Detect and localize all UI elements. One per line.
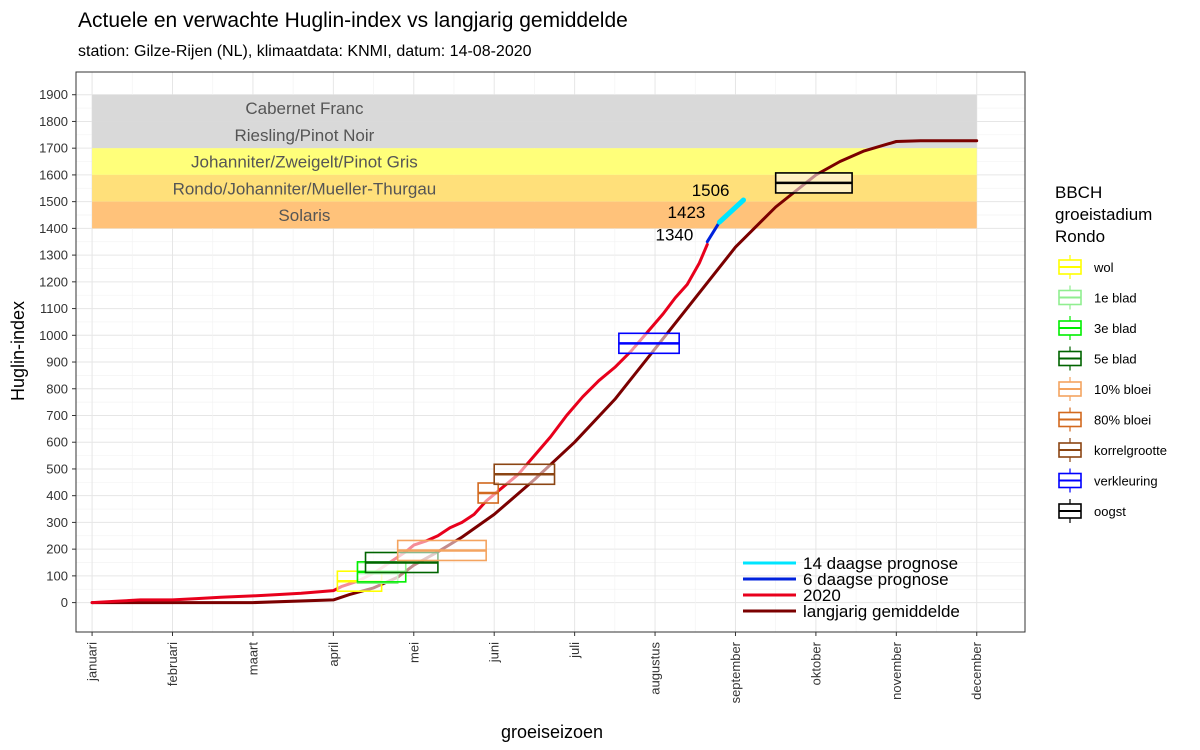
line-legend-label: langjarig gemiddelde: [803, 602, 960, 621]
y-tick-label: 1700: [39, 141, 68, 156]
x-tick-label: mei: [406, 642, 421, 663]
y-tick-label: 1500: [39, 194, 68, 209]
y-tick-label: 500: [46, 461, 68, 476]
variety-band: [92, 201, 977, 229]
variety-band-label: Solaris: [278, 206, 330, 225]
box-legend-label: 80% bloei: [1094, 413, 1151, 428]
box-legend-label: oogst: [1094, 504, 1126, 519]
y-tick-label: 1900: [39, 87, 68, 102]
plot-border: [75, 71, 1026, 633]
line-legend-label: 14 daagse prognose: [803, 554, 958, 573]
point-label: 1340: [655, 225, 693, 244]
x-axis-title: groeiseizoen: [501, 722, 603, 742]
variety-band-label: Riesling/Pinot Noir: [234, 126, 374, 145]
point-label: 1506: [692, 181, 730, 200]
variety-bands: Cabernet Franc Riesling/Pinot Noir Johanni…: [92, 94, 977, 229]
box-legend-label: 1e blad: [1094, 291, 1137, 306]
x-tick-label: november: [889, 641, 904, 699]
y-tick-label: 600: [46, 435, 68, 450]
y-tick-label: 1200: [39, 274, 68, 289]
variety-band: [92, 121, 977, 149]
box-legend-label: 10% bloei: [1094, 382, 1151, 397]
point-label: 1423: [668, 203, 706, 222]
x-tick-label: juli: [567, 642, 582, 659]
x-tick-label: maart: [245, 642, 260, 676]
chart-title: Actuele en verwachte Huglin-index vs lan…: [78, 9, 628, 32]
box-legend-title: Rondo: [1055, 227, 1105, 246]
y-tick-label: 1300: [39, 248, 68, 263]
axes: 0 100 200 300 400 500 600 700 800 900 1000 1100 1200…: [39, 71, 1026, 703]
x-tick-label: december: [969, 641, 984, 699]
variety-band-label: Cabernet Franc: [245, 99, 364, 118]
variety-band: [92, 148, 977, 175]
x-tick-label: augustus: [648, 642, 663, 695]
y-tick-label: 1400: [39, 221, 68, 236]
line-legend-label: 2020: [803, 586, 841, 605]
y-axis-title: Huglin-index: [8, 301, 28, 401]
point-labels: 1340 1423 1506: [655, 181, 729, 244]
variety-band-label: Johanniter/Zweigelt/Pinot Gris: [191, 153, 418, 172]
box-legend-label: korrelgrootte: [1094, 443, 1167, 458]
series-line: [90, 139, 979, 605]
y-tick-label: 1800: [39, 114, 68, 129]
box-legend-label: verkleuring: [1094, 474, 1158, 489]
box-legend-title: groeistadium: [1055, 205, 1152, 224]
bbch-boxplots: [336, 172, 853, 593]
box-legend-label: wol: [1093, 260, 1114, 275]
box-legend: BBCH groeistadium Rondo wol 1e blad 3e blad 5e…: [1055, 183, 1167, 523]
y-tick-label: 900: [46, 355, 68, 370]
y-tick-label: 1100: [40, 301, 68, 316]
x-tick-label: september: [728, 641, 743, 703]
y-tick-label: 200: [46, 542, 68, 557]
x-tick-label: februari: [165, 642, 180, 686]
y-tick-label: 1600: [39, 167, 68, 182]
series-line: [705, 220, 721, 244]
variety-band: [92, 94, 977, 122]
line-legend-label: 6 daagse prognose: [803, 570, 949, 589]
series-line: [716, 197, 746, 225]
x-tick-label: januari: [85, 642, 100, 682]
y-tick-label: 700: [46, 408, 68, 423]
y-tick-label: 300: [46, 515, 68, 530]
x-tick-label: juni: [487, 642, 502, 663]
variety-band-label: Rondo/Johanniter/Mueller-Thurgau: [173, 179, 437, 198]
box-legend-label: 5e blad: [1094, 352, 1137, 367]
y-tick-label: 1000: [39, 328, 68, 343]
y-tick-label: 0: [61, 595, 68, 610]
y-tick-label: 800: [46, 381, 68, 396]
box-legend-title: BBCH: [1055, 183, 1102, 202]
chart-subtitle: station: Gilze-Rijen (NL), klimaatdata: …: [78, 43, 532, 60]
box-legend-label: 3e blad: [1094, 321, 1137, 336]
x-tick-label: oktober: [808, 641, 823, 685]
y-tick-label: 400: [46, 488, 68, 503]
x-tick-label: april: [326, 642, 341, 667]
y-tick-label: 100: [46, 568, 68, 583]
